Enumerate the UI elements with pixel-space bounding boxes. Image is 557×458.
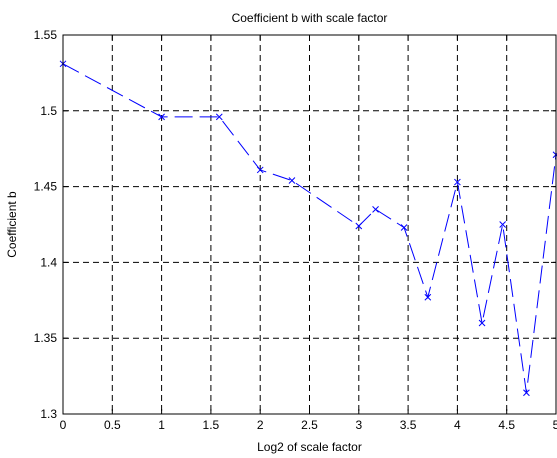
x-tick-label: 1.5 bbox=[203, 418, 220, 432]
data-point-marker bbox=[256, 166, 264, 174]
y-tick-label: 1.3 bbox=[40, 407, 57, 421]
data-point-marker bbox=[424, 293, 432, 301]
y-tick-label: 1.35 bbox=[34, 331, 58, 345]
y-tick-label: 1.4 bbox=[40, 255, 57, 269]
y-axis-label: Coefficient b bbox=[5, 191, 19, 258]
data-point-marker bbox=[288, 177, 296, 184]
x-tick-label: 4 bbox=[454, 418, 461, 432]
x-axis-label: Log2 of scale factor bbox=[257, 440, 362, 454]
x-tick-label: 2.5 bbox=[301, 418, 318, 432]
data-point-marker bbox=[158, 113, 165, 121]
x-axis: 0 0.5 1 1.5 2 2.5 3 3.5 4 4.5 5 bbox=[60, 35, 557, 432]
data-point-marker bbox=[372, 205, 379, 213]
data-point-marker bbox=[523, 389, 530, 397]
x-tick-label: 0.5 bbox=[104, 418, 121, 432]
x-tick-label: 3.5 bbox=[400, 418, 417, 432]
y-tick-label: 1.45 bbox=[34, 180, 58, 194]
series-line bbox=[62, 63, 557, 393]
chart-title: Coefficient b with scale factor bbox=[232, 11, 388, 25]
y-tick-label: 1.55 bbox=[34, 28, 58, 42]
y-axis: 1.3 1.35 1.4 1.45 1.5 1.55 bbox=[34, 28, 556, 421]
grid bbox=[62, 34, 557, 415]
y-tick-label: 1.5 bbox=[40, 104, 57, 118]
data-point-marker bbox=[454, 178, 461, 186]
x-tick-label: 4.5 bbox=[498, 418, 515, 432]
x-tick-label: 1 bbox=[158, 418, 165, 432]
x-tick-label: 2 bbox=[257, 418, 264, 432]
x-tick-label: 5 bbox=[553, 418, 557, 432]
x-tick-label: 3 bbox=[355, 418, 362, 432]
x-tick-label: 0 bbox=[60, 418, 67, 432]
data-point-marker bbox=[215, 113, 223, 121]
data-point-marker bbox=[499, 221, 507, 228]
data-point-marker bbox=[355, 222, 363, 230]
data-point-marker bbox=[478, 319, 486, 327]
data-point-marker bbox=[400, 224, 408, 231]
